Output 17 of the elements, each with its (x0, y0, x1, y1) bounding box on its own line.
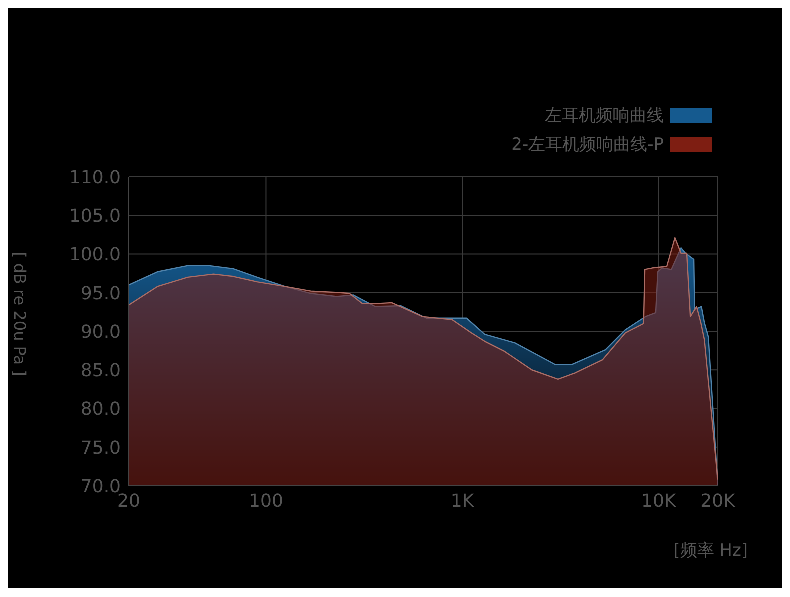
x-tick-label: 10K (642, 490, 678, 512)
x-tick-label: 1K (450, 490, 476, 512)
y-tick-label: 105.0 (69, 206, 121, 228)
x-tick-label: 20 (118, 490, 140, 512)
x-axis-title: [频率 Hz] (674, 541, 748, 561)
y-tick-label: 95.0 (80, 283, 121, 304)
y-axis-title: [ dB re 20u Pa ] (10, 252, 30, 376)
y-tick-label: 100.0 (69, 244, 121, 266)
x-tick-label: 20K (700, 490, 737, 512)
legend-label: 左耳机频响曲线 (545, 105, 664, 127)
y-tick-label: 90.0 (80, 322, 121, 343)
legend-label: 2-左耳机频响曲线-P (512, 134, 664, 156)
y-tick-label: 110.0 (69, 167, 121, 188)
x-tick-label: 100 (249, 490, 284, 512)
y-tick-label: 75.0 (80, 438, 121, 459)
y-tick-label: 85.0 (80, 360, 121, 382)
y-tick-label: 80.0 (80, 399, 121, 420)
